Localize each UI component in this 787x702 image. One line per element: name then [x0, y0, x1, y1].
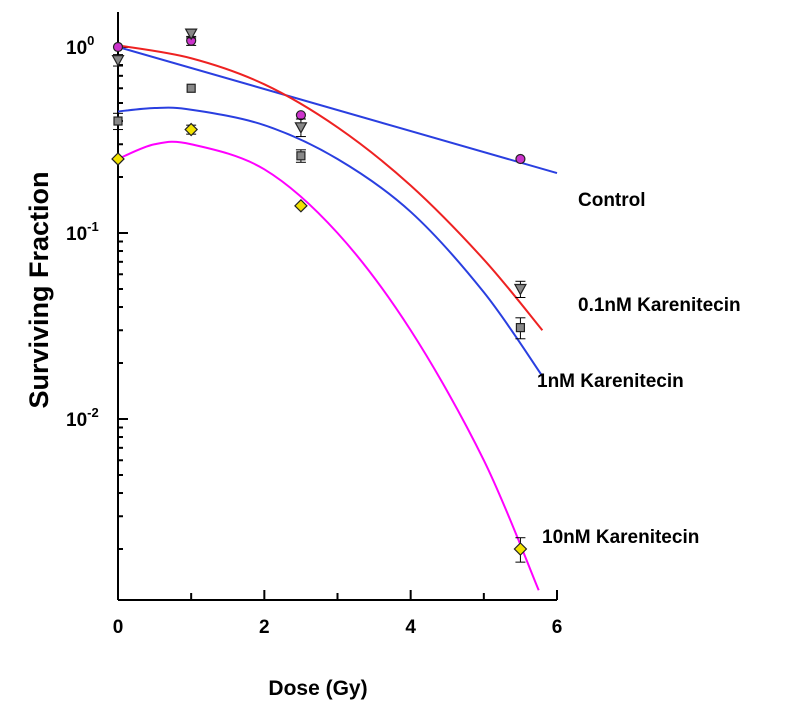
- axis-titles: Dose (Gy) Surviving Fraction: [24, 171, 368, 700]
- fit-curve-0: [117, 46, 558, 175]
- data-point-2: [113, 116, 123, 126]
- x-tick-label: 4: [405, 617, 416, 638]
- data-point-2: [296, 151, 306, 161]
- data-markers: [111, 28, 528, 563]
- fit-curve-3: [117, 140, 540, 591]
- data-point-2: [515, 323, 526, 333]
- data-point-2: [186, 83, 196, 93]
- data-point-0: [112, 41, 124, 53]
- x-tick-label: 2: [259, 617, 270, 638]
- data-point-3: [513, 542, 528, 556]
- series-label-0: Control: [578, 190, 646, 211]
- data-point-1: [111, 55, 125, 67]
- fit-curves: [117, 44, 558, 591]
- x-tick-label: 6: [552, 617, 563, 638]
- data-point-0: [515, 153, 526, 165]
- fit-curve-1: [117, 44, 544, 331]
- series-label-3: 10nM Karenitecin: [542, 527, 699, 548]
- y-tick-label: 10-2: [66, 405, 99, 431]
- series-label-1: 0.1nM Karenitecin: [578, 295, 741, 316]
- y-axis-title: Surviving Fraction: [24, 171, 54, 408]
- data-point-1: [294, 122, 308, 135]
- series-label-2: 1nM Karenitecin: [537, 371, 684, 392]
- x-tick-label: 0: [113, 617, 124, 638]
- data-point-1: [184, 28, 198, 41]
- y-tick-label: 100: [66, 33, 94, 59]
- y-tick-label: 10-1: [66, 219, 99, 245]
- data-point-1: [513, 283, 527, 296]
- data-point-3: [111, 152, 125, 166]
- data-point-0: [295, 110, 307, 121]
- x-axis-title: Dose (Gy): [268, 677, 367, 700]
- fit-curve-2: [117, 106, 544, 377]
- data-point-3: [184, 122, 199, 137]
- series-labels: Control 0.1nM Karenitecin 1nM Karenitecin 1…: [537, 190, 741, 548]
- data-point-3: [294, 198, 308, 213]
- axes: 0 2 4 6 100 10-1 10-2: [66, 12, 562, 638]
